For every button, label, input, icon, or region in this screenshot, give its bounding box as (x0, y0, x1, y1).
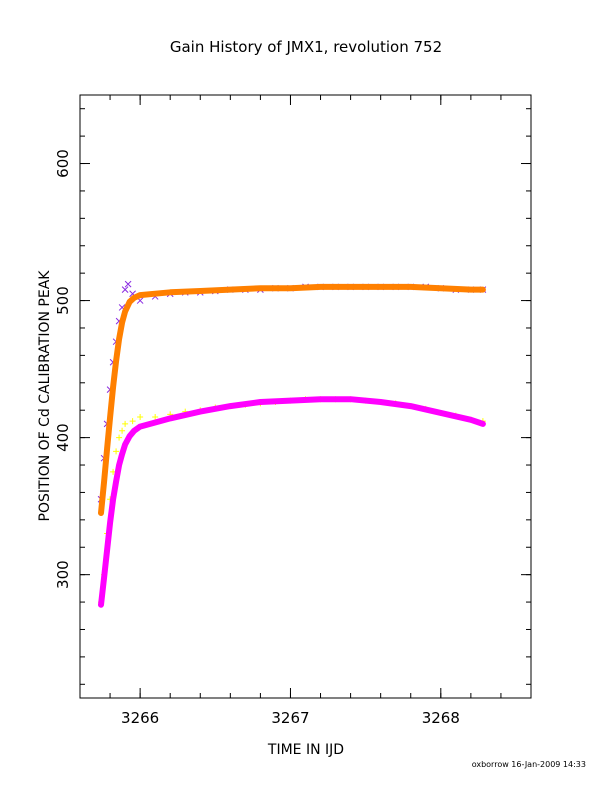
scatter-point (119, 427, 126, 434)
y-tick-label: 500 (54, 286, 72, 315)
x-tick-label: 3266 (121, 709, 159, 727)
scatter-point (124, 280, 132, 288)
y-tick-label: 400 (54, 423, 72, 452)
scatter-point (137, 414, 144, 421)
x-tick-label: 3268 (422, 709, 460, 727)
chart-title: Gain History of JMX1, revolution 752 (170, 38, 442, 56)
footer-credit: oxborrow 16-Jan-2009 14:33 (472, 760, 586, 769)
y-axis-label: POSITION OF Cd CALIBRATION PEAK (37, 270, 53, 522)
fit-curves (98, 283, 486, 608)
scatter-point (121, 286, 129, 293)
plot-frame (79, 94, 532, 699)
scatter-point (152, 414, 159, 421)
scatter-point (122, 420, 129, 427)
scatter-point (116, 434, 123, 441)
scatter-point (113, 448, 120, 455)
scatter-point (129, 418, 136, 425)
axis-ticks: 3266 3267 3268 300 400 500 600 (54, 95, 532, 727)
y-tick-label: 300 (54, 560, 72, 589)
fit-curve-2 (98, 283, 486, 516)
x-axis-label: TIME IN IJD (267, 742, 344, 758)
x-tick-label: 3267 (271, 709, 309, 727)
fit-curve-3 (98, 396, 486, 608)
y-tick-label: 600 (54, 149, 72, 178)
